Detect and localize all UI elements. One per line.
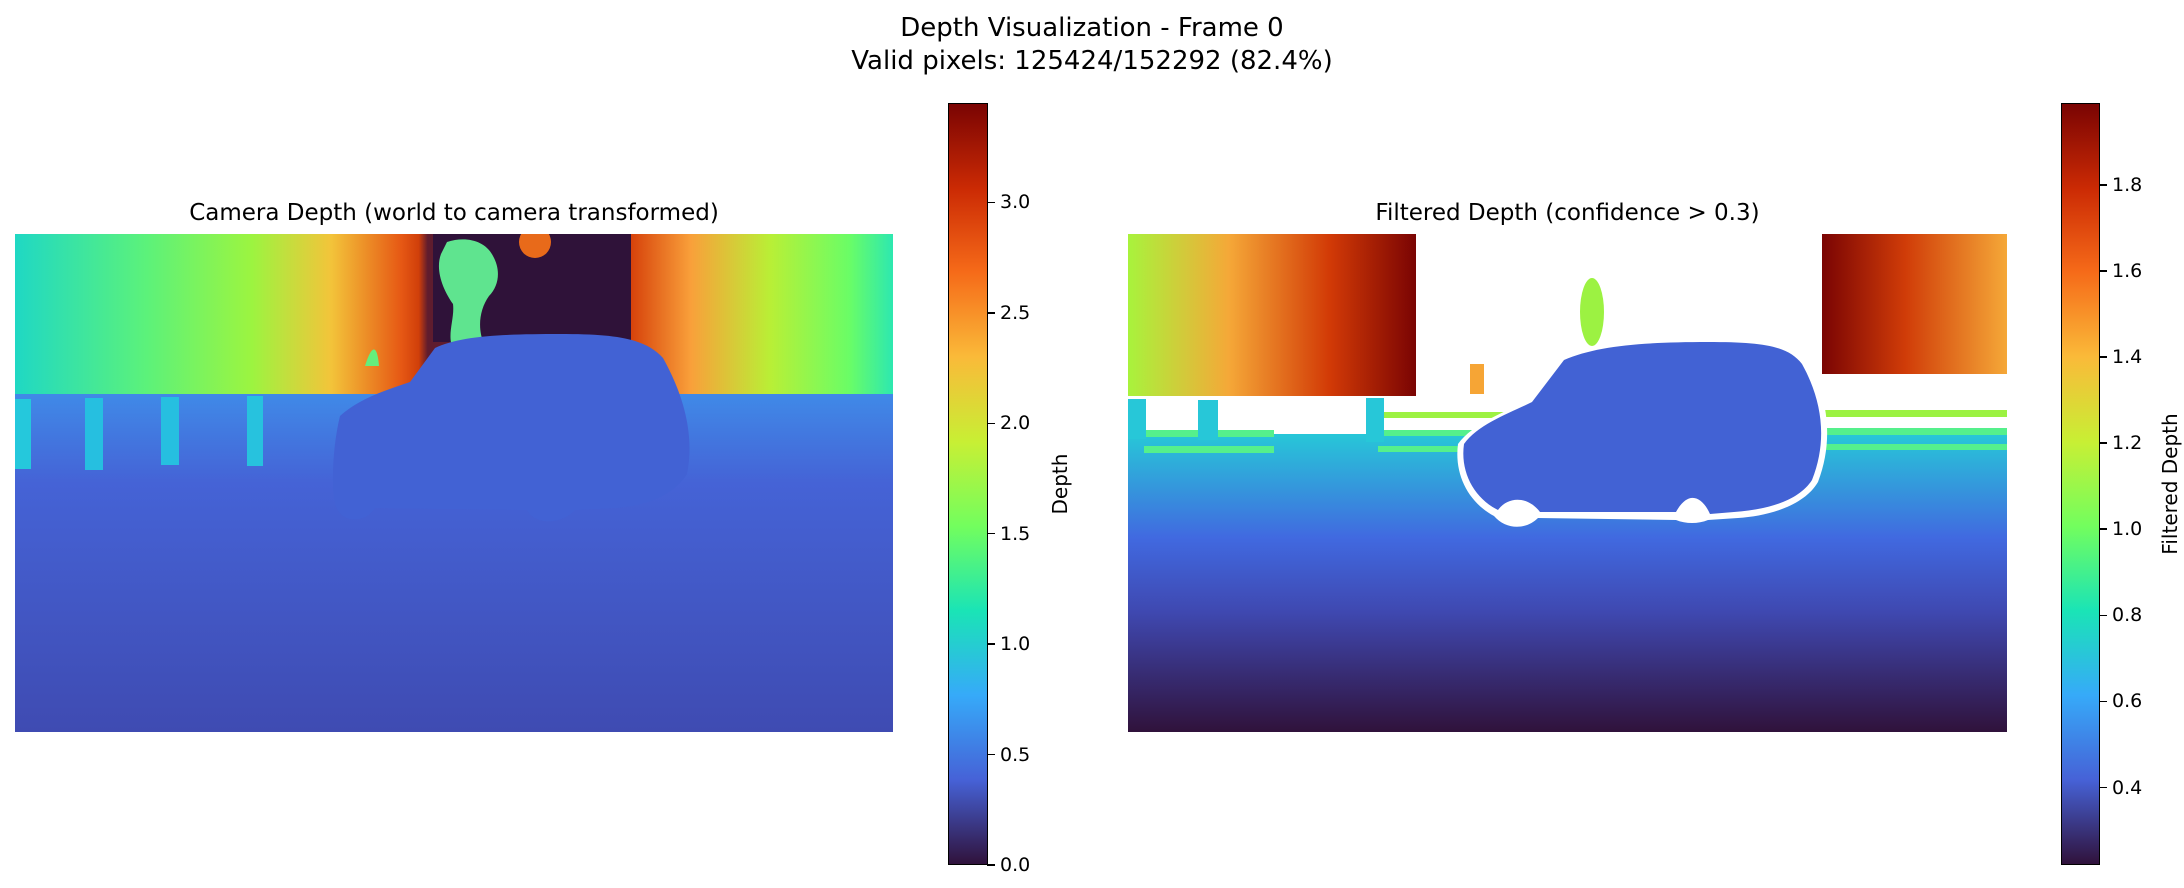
colorbar-tick xyxy=(987,422,995,424)
colorbar-tick xyxy=(987,532,995,535)
figure-title: Depth Visualization - Frame 0 xyxy=(900,13,1284,43)
filtered-depth-colorbar xyxy=(2061,103,2100,865)
right-panel-title: Filtered Depth (confidence > 0.3) xyxy=(1375,200,1760,226)
colorbar-tick-label: 0.8 xyxy=(2112,604,2143,627)
colorbar-tick xyxy=(2099,270,2107,272)
colorbar-tick xyxy=(987,864,995,866)
colorbar-tick-label: 1.4 xyxy=(2112,346,2143,368)
colorbar-tick xyxy=(987,643,995,645)
colorbar-tick-label: 1.0 xyxy=(1000,633,1031,656)
colorbar-tick-label: 1.0 xyxy=(2112,518,2143,541)
colorbar-tick-label: 3.0 xyxy=(1000,191,1031,214)
colorbar-tick xyxy=(987,312,995,314)
colorbar-tick xyxy=(2099,786,2107,789)
colorbar-tick xyxy=(987,201,995,204)
colorbar-tick xyxy=(2099,184,2107,186)
colorbar-tick-label: 0.6 xyxy=(2112,690,2143,713)
filtered-depth-colorbar-label: Filtered Depth xyxy=(2158,413,2182,555)
colorbar-tick-label: 0.5 xyxy=(1000,743,1031,766)
colorbar-tick xyxy=(2099,356,2107,358)
colorbar-tick-label: 1.8 xyxy=(2112,173,2143,196)
left-panel-title: Camera Depth (world to camera transforme… xyxy=(189,200,719,226)
colorbar-tick xyxy=(2099,528,2107,530)
camera-depth-colorbar-label: Depth xyxy=(1048,453,1072,515)
filtered-depth-image xyxy=(1128,234,2007,732)
colorbar-tick-label: 1.5 xyxy=(1000,522,1031,545)
colorbar-tick-label: 0.0 xyxy=(1000,854,1031,876)
colorbar-tick-label: 2.5 xyxy=(1000,301,1031,324)
figure-subtitle: Valid pixels: 125424/152292 (82.4%) xyxy=(851,46,1333,76)
colorbar-tick-label: 1.6 xyxy=(2112,259,2143,282)
colorbar-tick-label: 0.4 xyxy=(2112,776,2143,799)
colorbar-tick-label: 1.2 xyxy=(2112,432,2143,455)
colorbar-tick xyxy=(2099,442,2107,444)
colorbar-tick xyxy=(2099,700,2107,703)
colorbar-tick xyxy=(987,753,995,756)
camera-depth-colorbar xyxy=(948,103,988,865)
camera-depth-image xyxy=(15,234,893,732)
colorbar-tick xyxy=(2099,614,2107,617)
colorbar-tick-label: 2.0 xyxy=(1000,412,1031,435)
